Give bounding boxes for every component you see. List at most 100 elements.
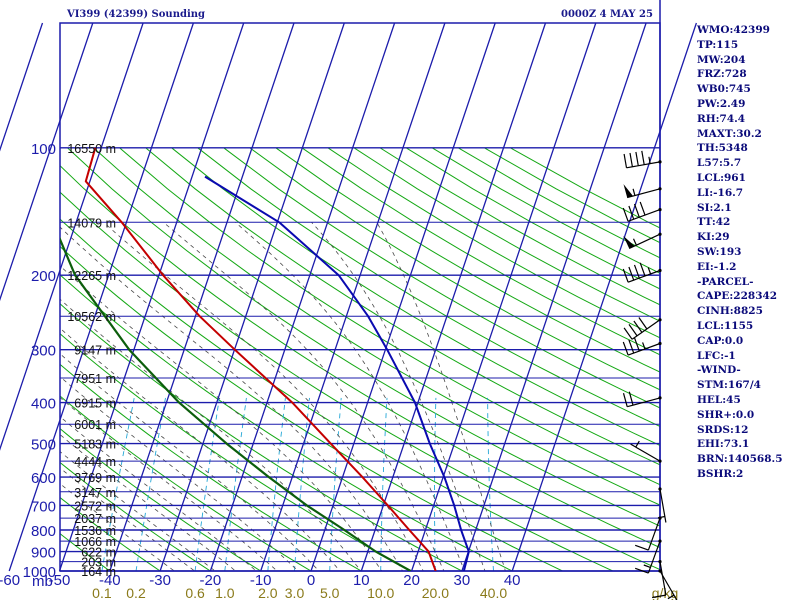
height-label: 12265 m [67,269,116,283]
stat-item: STM:167/4 [697,379,761,392]
wind-barb-full [633,203,640,218]
dry-adiabat-line [405,147,660,290]
wind-barb-staff [647,540,661,574]
stat-item: KI:29 [697,231,730,244]
stat-item: WB0:745 [697,83,751,96]
pressure-tick-label: 1000 [23,564,56,581]
height-label: 5183 m [74,438,116,452]
stat-item: LCL:961 [697,171,746,184]
height-label: 2572 m [74,499,116,513]
wind-barb-half [635,440,640,448]
wind-barb [651,560,667,599]
wind-barb-staff [659,561,667,596]
stat-item: SRDS:12 [697,423,749,436]
dry-adiabat-line [431,147,660,274]
wind-barb-full [641,150,645,165]
pressure-tick-label: 800 [31,523,56,540]
mixing-ratio-label: 0.1 [92,585,112,600]
parcel-trace [204,175,470,571]
wind-barb-full [633,264,640,279]
height-label: 1066 m [74,535,116,549]
wind-barb-origin [658,560,662,564]
dry-adiabat-line [93,147,660,506]
temperature-trace [84,147,437,571]
dry-adiabat-line [223,147,660,409]
temperature-tick-label: 0 [307,572,315,589]
wind-barb-staff [627,188,661,199]
wind-barb-origin [658,569,662,573]
dry-adiabat-line [60,191,660,571]
isotherm-line [109,22,295,572]
stat-item: WMO:42399 [697,24,770,36]
mixing-ratio-line [434,397,437,571]
height-label: 164 m [81,565,116,579]
mixing-ratio-line [329,397,342,571]
stat-item: SHR+:0.0 [697,408,755,421]
wind-barb-full [639,262,646,277]
dry-adiabat-line [60,165,660,549]
wind-barb-staff [647,517,661,551]
moist-adiabat-line [235,221,465,571]
stat-item: CINH:8825 [697,305,763,318]
pressure-tick-label: 600 [31,470,56,487]
pressure-tick-label: 500 [31,437,56,454]
height-label: 203 m [81,556,116,570]
isotherm-line [159,22,345,572]
isotherm-line [58,22,245,572]
height-label: 3769 m [74,471,116,485]
temperature-tick-label: -30 [149,572,171,589]
stat-item: SI:2.1 [697,201,732,214]
stat-item: HEL:45 [697,393,741,406]
stat-item: PW:2.49 [697,97,746,110]
wind-barb [658,569,678,600]
wind-barb-flag [623,184,633,198]
dewpoint-trace [60,236,412,571]
stat-item: EI:-1.2 [697,260,737,273]
wind-barbs [622,150,678,600]
dry-adiabat-line [67,147,660,527]
mixing-ratio-label: 2.0 [258,585,278,600]
wind-barb-full [628,205,635,220]
pressure-unit-label: mb [32,573,53,590]
mixing-ratio-label: 0.2 [126,585,146,600]
mixing-ratio-label: 40.0 [480,585,507,600]
wind-barb-half [632,188,636,196]
isotherm-line [0,22,94,302]
height-label: 3147 m [74,486,116,500]
temperature-tick-label: -20 [200,572,222,589]
mixing-ratio-label: 3.0 [285,585,305,600]
wind-barb-origin [658,208,662,212]
wind-barb-origin [658,232,662,236]
mixing-ratio-line [135,397,166,571]
stat-item: LFC:-1 [697,349,736,362]
wind-barb-staff [631,319,661,340]
wind-barb [623,184,662,199]
dry-adiabats [60,147,660,571]
wind-barb-full [628,266,635,281]
wind-barb-origin [658,516,662,520]
dry-adiabat-line [119,147,660,486]
stat-item: LCL:1155 [697,319,754,332]
height-label: 4444 m [74,455,116,469]
dry-adiabat-line [197,147,660,427]
wind-barb-full [628,391,634,406]
isotherm-line [260,22,446,572]
stat-item: TP:115 [697,38,739,51]
wind-barb [634,539,662,574]
wind-barb-full [638,317,648,330]
wind-barb [622,201,662,222]
wind-barb-full [651,594,667,599]
wind-barb-full [634,567,649,574]
wind-barb-full [622,268,629,283]
pressure-tick-label: 900 [31,545,56,562]
wind-barb-staff [630,443,661,462]
wind-barb-origin [658,268,662,273]
dry-adiabat-line [327,147,660,339]
wind-barb-origin [658,396,662,400]
dry-adiabat-line [60,274,514,571]
wind-barb-full [622,207,629,222]
dry-adiabat-line [249,147,660,391]
temperature-tick-label: -10 [250,572,272,589]
